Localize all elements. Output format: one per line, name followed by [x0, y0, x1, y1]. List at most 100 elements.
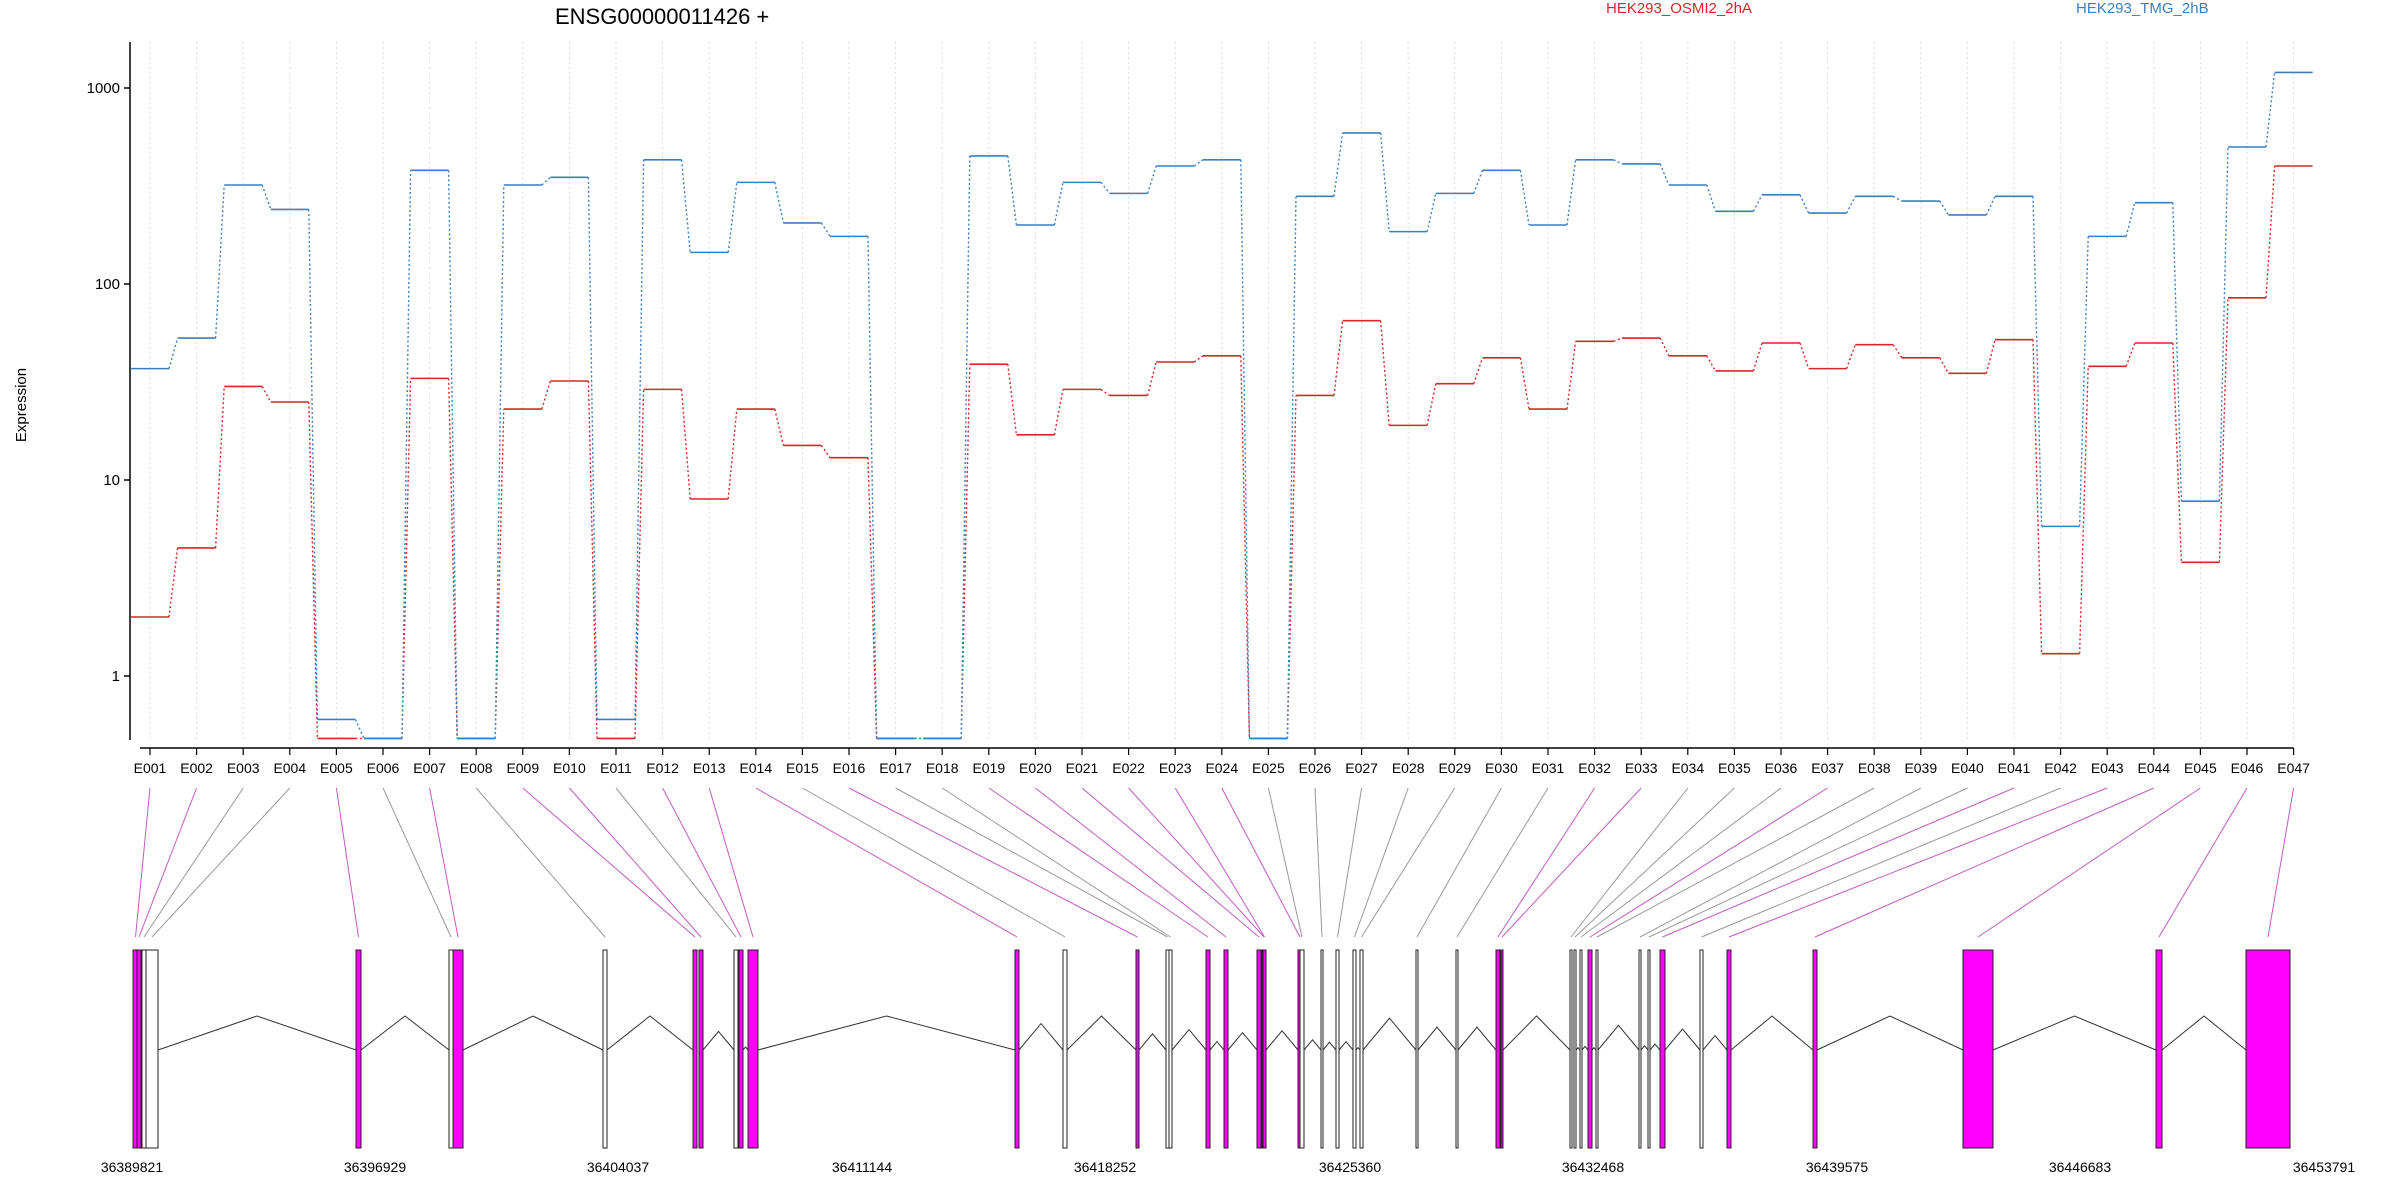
- exon-connector: [895, 787, 1168, 938]
- series-connector: [447, 378, 458, 739]
- exon-box: [1638, 949, 1642, 1149]
- exon-box: [1299, 949, 1305, 1149]
- intron-line: [1502, 1015, 1571, 1051]
- x-tick-label: E030: [1485, 760, 1518, 776]
- series-connector: [1146, 165, 1157, 194]
- series-connector: [2218, 297, 2229, 563]
- series-connector: [820, 445, 831, 459]
- series-connector: [1659, 163, 1670, 186]
- exon-box: [1335, 949, 1340, 1149]
- exon-box: [1262, 949, 1267, 1149]
- series-connector: [680, 159, 691, 253]
- series-connector: [2172, 202, 2183, 502]
- exon-connector: [143, 787, 244, 938]
- series-connector: [1379, 132, 1390, 232]
- exon-box: [1352, 949, 1357, 1149]
- exon-connector: [382, 787, 452, 938]
- series-connector: [867, 236, 878, 739]
- exon-box: [1223, 949, 1229, 1149]
- series-connector: [1053, 389, 1064, 435]
- x-tick-label: E007: [413, 760, 446, 776]
- x-tick-label: E018: [926, 760, 959, 776]
- x-tick-label: E041: [1998, 760, 2031, 776]
- exon-box: [452, 949, 464, 1149]
- exon-box: [1587, 949, 1593, 1149]
- x-tick-label: E015: [786, 760, 819, 776]
- exon-box: [141, 949, 147, 1149]
- series-connector: [1240, 355, 1251, 739]
- exon-connector: [1570, 787, 1689, 938]
- series-connector: [2032, 339, 2043, 654]
- series-connector: [1613, 337, 1623, 342]
- exon-box: [1812, 949, 1818, 1149]
- exon-box: [1168, 949, 1173, 1149]
- exon-box: [1359, 949, 1364, 1149]
- exon-box: [1320, 949, 1324, 1149]
- series-connector: [1286, 196, 1297, 739]
- intron-line: [360, 1015, 450, 1051]
- series-connector: [1566, 159, 1577, 226]
- x-tick-label: E016: [833, 760, 866, 776]
- x-tick-label: E012: [646, 760, 679, 776]
- exon-box: [136, 949, 142, 1149]
- x-tick-label: E047: [2277, 760, 2310, 776]
- x-tick-label: E037: [1811, 760, 1844, 776]
- intron-line: [1575, 1046, 1581, 1051]
- series-connector: [214, 386, 225, 549]
- intron-line: [1138, 1033, 1167, 1051]
- series-connector: [774, 182, 785, 224]
- series-connector: [2078, 236, 2089, 527]
- intron-line: [1066, 1015, 1137, 1051]
- intron-line: [1664, 1028, 1701, 1051]
- x-tick-label: E031: [1532, 760, 1565, 776]
- genomic-coordinate-label: 36411144: [832, 1159, 892, 1175]
- exon-connector: [988, 787, 1209, 938]
- series-connector: [1892, 344, 1903, 359]
- series-connector: [960, 364, 971, 739]
- series-connector: [1426, 193, 1437, 232]
- x-tick-label: E021: [1066, 760, 1099, 776]
- x-tick-label: E019: [972, 760, 1005, 776]
- intron-line: [1362, 1017, 1417, 1051]
- series-connector: [1845, 344, 1856, 369]
- legend-series-osmi2: HEK293_OSMI2_2hA: [1606, 0, 1752, 17]
- exon-connector: [802, 787, 1066, 938]
- series-connector: [587, 380, 598, 739]
- series-connector: [401, 170, 412, 739]
- series-connector: [1286, 395, 1297, 739]
- intron-line: [757, 1015, 1016, 1051]
- exon-connector: [429, 787, 459, 938]
- exon-connector: [1501, 787, 1642, 938]
- y-axis-label: Expression: [13, 368, 30, 442]
- exon-box: [1659, 949, 1666, 1149]
- series-connector: [1426, 383, 1437, 426]
- x-tick-label: E023: [1159, 760, 1192, 776]
- x-tick-label: E040: [1951, 760, 1984, 776]
- series-connector: [261, 386, 272, 403]
- exon-connector: [1267, 787, 1303, 938]
- exon-connector: [615, 787, 737, 938]
- series-connector: [2218, 146, 2229, 502]
- series-connector: [1799, 194, 1810, 214]
- exon-connector: [335, 787, 359, 938]
- genomic-coordinate-label: 36389821: [101, 1159, 164, 1175]
- exon-box: [1014, 949, 1020, 1149]
- series-connector: [1193, 355, 1204, 363]
- series-connector: [727, 182, 738, 253]
- series-connector: [447, 170, 458, 739]
- series-connector: [1146, 361, 1157, 396]
- exon-grid: [149, 42, 2295, 740]
- x-tick-label: E044: [2137, 760, 2170, 776]
- exon-connector: [1416, 787, 1502, 938]
- intron-line: [1597, 1024, 1640, 1051]
- exon-connector: [1662, 787, 2015, 938]
- series-connector: [1193, 159, 1204, 167]
- x-tick-label: E043: [2091, 760, 2124, 776]
- exon-box: [738, 949, 744, 1149]
- intron-line: [1730, 1015, 1814, 1051]
- intron-line: [1209, 1040, 1225, 1051]
- exon-connector: [569, 787, 702, 938]
- genomic-coordinate-label: 36439575: [1806, 1159, 1869, 1175]
- exon-connector: [1596, 787, 1875, 938]
- exon-connector: [2158, 787, 2248, 938]
